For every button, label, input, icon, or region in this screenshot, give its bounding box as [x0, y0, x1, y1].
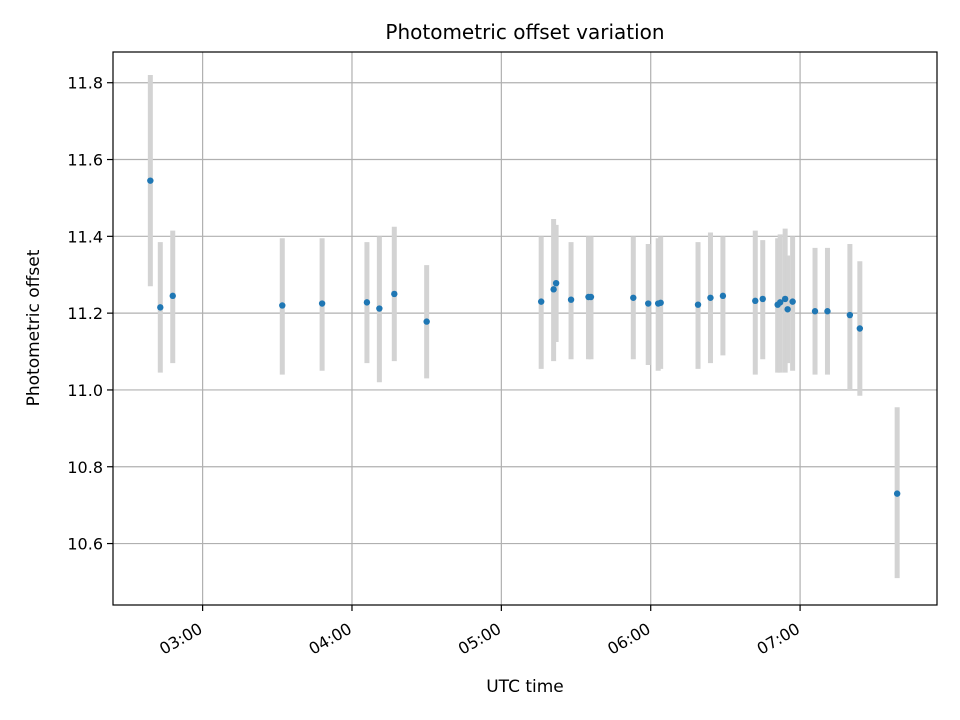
data-point — [759, 295, 766, 303]
data-points — [147, 177, 901, 497]
data-point — [550, 286, 557, 293]
data-point — [811, 308, 819, 315]
data-point — [147, 177, 154, 184]
data-point — [789, 298, 796, 305]
y-tick-label: 10.6 — [67, 535, 103, 554]
data-point — [893, 490, 901, 497]
y-tick-label: 11.2 — [67, 304, 103, 323]
chart-title: Photometric offset variation — [385, 20, 664, 44]
x-axis-label: UTC time — [486, 677, 564, 697]
y-tick-label: 11.0 — [67, 381, 103, 400]
data-point — [856, 325, 864, 332]
y-tick-label: 10.8 — [67, 458, 103, 477]
y-axis-label: Photometric offset — [24, 249, 44, 406]
data-point — [776, 299, 784, 306]
data-point — [567, 296, 575, 303]
y-tick-label: 11.6 — [67, 151, 103, 170]
data-point — [157, 304, 164, 311]
data-point — [552, 279, 560, 287]
data-point — [279, 302, 286, 309]
grid — [113, 52, 937, 605]
data-point — [657, 299, 664, 306]
data-point — [391, 290, 398, 298]
data-point — [781, 295, 789, 303]
data-point — [537, 298, 545, 305]
data-point — [363, 299, 371, 306]
data-point — [694, 301, 702, 308]
data-point — [645, 300, 652, 307]
y-axis-ticks: 10.6 10.8 11.0 11.2 11.4 11.6 11.8 — [67, 74, 113, 554]
data-point — [630, 294, 637, 301]
data-point — [719, 292, 727, 300]
plot-frame — [112, 51, 938, 606]
data-point — [707, 294, 714, 301]
data-point — [824, 308, 831, 315]
data-point — [846, 311, 854, 319]
data-point — [169, 292, 176, 300]
y-tick-label: 11.4 — [67, 227, 103, 246]
data-point — [752, 297, 759, 305]
data-point — [784, 306, 791, 313]
data-point — [376, 305, 383, 312]
data-point — [423, 318, 430, 325]
data-point — [587, 293, 595, 301]
data-point — [318, 300, 326, 307]
y-tick-label: 11.8 — [67, 74, 103, 93]
